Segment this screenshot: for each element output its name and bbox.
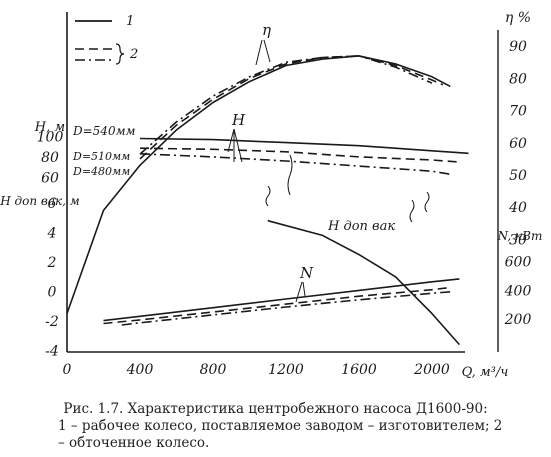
h-offset-mark (424, 191, 430, 213)
data-curves (66, 55, 469, 346)
eta-leader (255, 39, 263, 66)
x-tick-label: 2000 (413, 362, 450, 378)
h-tick-label: 80 (41, 150, 59, 166)
series-line-N-solid (103, 278, 460, 322)
series-line-H-solid (139, 137, 469, 155)
x-tick-label: 1600 (341, 362, 377, 378)
eta-tick-label: 90 (509, 39, 527, 55)
hvak-tick-label: 6 (48, 196, 57, 212)
x-tick-label: 800 (200, 362, 227, 378)
series-line-eta-dashed (139, 55, 444, 160)
hvak-axis-label: H доп вак, м (0, 194, 80, 208)
caption-title: Рис. 1.7. Характеристика центробежного н… (63, 401, 488, 417)
diameter-label-540: D=540мм (72, 124, 136, 138)
x-axis-label: Q, м³/ч (462, 365, 509, 380)
eta-leader (263, 39, 271, 63)
n-tick-label: 600 (505, 255, 532, 271)
figure-caption: Рис. 1.7. Характеристика центробежного н… (0, 401, 551, 452)
hvak-curve-label: H доп вак (327, 219, 395, 234)
legend-label-1: 1 (126, 14, 134, 29)
n-curve-label: N (299, 264, 314, 282)
eta-axis-label: η % (505, 10, 531, 26)
h-axis-label: H, м (34, 120, 65, 135)
series-line-H-dashdot (139, 153, 451, 175)
hvak-tick-label: -4 (45, 344, 59, 360)
h-tick-label: 60 (41, 170, 59, 186)
plot-frame (66, 12, 499, 353)
eta-tick-label: 50 (509, 168, 527, 184)
eta-tick-label: 30 (509, 232, 527, 248)
series-line-H-dashed (139, 147, 460, 163)
series-line-N-dashdot (121, 291, 451, 326)
x-tick-label: 0 (63, 362, 72, 378)
eta-tick-label: 80 (509, 71, 527, 87)
x-tick-label: 400 (126, 362, 154, 378)
h-offset-mark (287, 154, 293, 196)
h-offset-mark (265, 185, 271, 207)
diameter-label-510: D=510мм (72, 150, 130, 163)
legend-brace (115, 43, 125, 65)
n-leader (302, 281, 306, 297)
eta-curve-label: η (262, 21, 271, 39)
legend-label-2: 2 (129, 47, 138, 62)
n-tick-label: 200 (504, 312, 532, 328)
annotations: 1 2 η H N H доп вак D=540мм D=510мм D=480мм (72, 14, 430, 303)
h-leader (233, 128, 243, 163)
diameter-label-480: D=480мм (72, 165, 130, 178)
eta-tick-label: 70 (509, 104, 527, 120)
eta-tick-label: 60 (509, 136, 527, 152)
hvak-tick-label: 0 (48, 285, 57, 301)
series-line-Hvak-solid (267, 219, 460, 346)
x-tick-label: 1200 (268, 362, 304, 378)
h-offset-mark (409, 199, 415, 223)
series-line-eta-solid (66, 55, 451, 314)
h-leader (227, 128, 235, 153)
eta-tick-label: 40 (508, 200, 527, 216)
hvak-tick-label: 4 (47, 226, 57, 242)
n-tick-label: 400 (504, 283, 532, 299)
caption-legend: 1 – рабочее колесо, поставляемое заводом… (58, 418, 503, 451)
series-line-N-dashed (103, 286, 451, 325)
h-curve-label: H (231, 111, 246, 129)
series-line-eta-dashdot (139, 55, 433, 155)
hvak-tick-label: -2 (45, 314, 59, 330)
n-leader (295, 281, 303, 303)
h-tick-label: 100 (37, 130, 64, 146)
n-axis-label: N, кВт (497, 229, 543, 243)
hvak-tick-label: 2 (47, 255, 57, 271)
